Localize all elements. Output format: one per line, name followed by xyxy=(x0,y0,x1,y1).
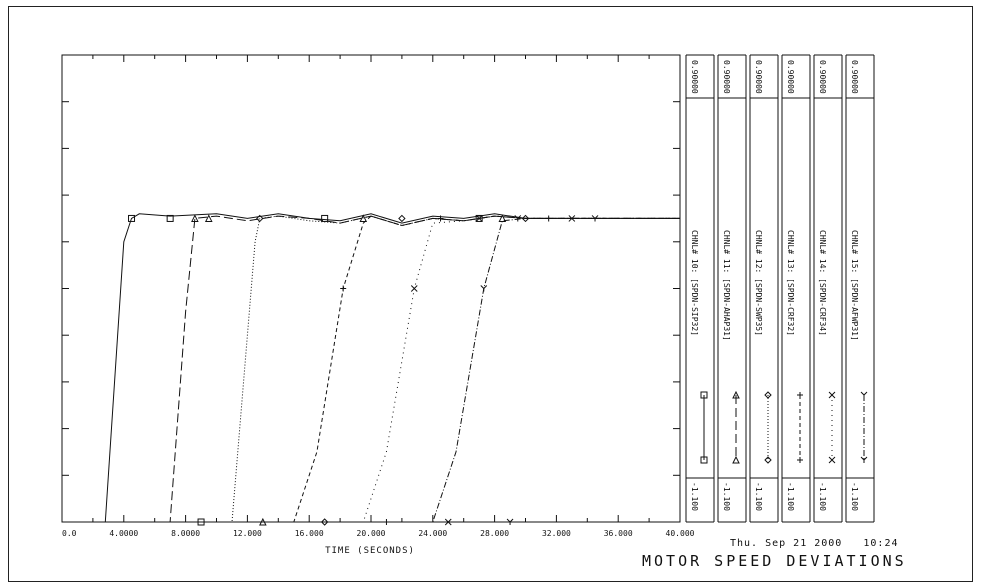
x-tick-label: 40.000 xyxy=(666,529,695,538)
channel-panel-12: 0.90000 -1.100 CHNL# 12: [SPDN-SWP35] xyxy=(749,54,779,523)
channel-name: CHNL# 14: [SPDN-CRF34] xyxy=(818,230,827,336)
channel-name: CHNL# 11: [SPDN-AHAP31] xyxy=(722,230,731,341)
x-tick-label: 20.000 xyxy=(357,529,386,538)
series-line xyxy=(62,217,680,523)
x-axis-title: TIME (SECONDS) xyxy=(325,546,415,556)
series-marker xyxy=(437,215,444,222)
series-14 xyxy=(62,215,680,526)
series-marker xyxy=(204,214,213,222)
legend-marker xyxy=(797,457,803,463)
channel-min-label: -1.100 xyxy=(850,482,859,511)
series-marker xyxy=(359,214,368,222)
series-13 xyxy=(62,215,680,525)
channel-name: CHNL# 10: [SPDN-SIP32] xyxy=(690,230,699,336)
channel-name: CHNL# 12: [SPDN-SWP35] xyxy=(754,230,763,336)
series-marker xyxy=(506,518,514,525)
series-marker xyxy=(166,214,174,222)
series-line xyxy=(62,215,680,523)
channel-max-label: 0.90000 xyxy=(850,60,859,94)
legend-marker xyxy=(700,391,708,399)
channel-min-label: -1.100 xyxy=(818,482,827,511)
legend-marker xyxy=(797,392,803,398)
legend-marker xyxy=(700,456,708,464)
series-10 xyxy=(62,213,680,526)
legend-marker xyxy=(732,390,740,399)
legend-marker xyxy=(764,456,772,464)
series-line xyxy=(62,215,680,523)
series-marker xyxy=(591,215,599,222)
channel-min-label: -1.100 xyxy=(722,482,731,511)
channel-min-label: -1.100 xyxy=(690,482,699,511)
channel-min-label: -1.100 xyxy=(754,482,763,511)
plot-border xyxy=(61,54,681,523)
series-marker xyxy=(398,214,406,223)
chart-title: MOTOR SPEED DEVIATIONS xyxy=(642,552,907,570)
x-tick-label: 12.000 xyxy=(233,529,262,538)
channel-name: CHNL# 13: [SPDN-CRF32] xyxy=(786,230,795,336)
channel-max-label: 0.90000 xyxy=(754,60,763,94)
channel-panel-14: 0.90000 -1.100 CHNL# 14: [SPDN-CRF34] xyxy=(813,54,843,523)
channel-max-label: 0.90000 xyxy=(786,60,795,94)
channel-min-label: -1.100 xyxy=(786,482,795,511)
x-tick-label: 24.000 xyxy=(418,529,447,538)
series-11 xyxy=(62,214,680,526)
series-marker xyxy=(475,215,483,222)
series-marker xyxy=(128,214,136,222)
series-marker xyxy=(191,214,199,222)
x-tick-label: 16.000 xyxy=(295,529,324,538)
channel-panel-13: 0.90000 -1.100 CHNL# 13: [SPDN-CRF32] xyxy=(781,54,811,523)
x-tick-label: 28.000 xyxy=(480,529,509,538)
x-tick-label: 8.0000 xyxy=(171,529,200,538)
legend-marker xyxy=(764,391,772,399)
legend-marker xyxy=(860,391,868,398)
x-tick-label: 4.0000 xyxy=(109,529,138,538)
series-marker xyxy=(514,215,522,222)
channel-name: CHNL# 15: [SPDN-AFWP31] xyxy=(850,230,859,341)
channel-max-label: 0.90000 xyxy=(818,60,827,94)
legend-marker xyxy=(828,456,836,464)
legend-marker xyxy=(828,391,836,399)
plot-area: 0.0 4.0000 8.0000 12.000 16.000 20.000 24.000 2… xyxy=(61,54,695,538)
x-tick-label: 0.0 xyxy=(62,529,77,538)
series-line xyxy=(62,215,680,523)
channel-max-label: 0.90000 xyxy=(690,60,699,94)
x-tick-label: 32.000 xyxy=(542,529,571,538)
series-marker xyxy=(320,518,329,526)
series-marker xyxy=(410,285,418,292)
timestamp: Thu. Sep 21 2000 10:24 xyxy=(730,538,899,549)
series-15 xyxy=(62,215,680,525)
legend-marker xyxy=(860,456,868,463)
channel-panel-15: 0.90000 -1.100 CHNL# 15: [SPDN-AFWP31] xyxy=(845,54,875,523)
series-line xyxy=(62,213,680,523)
series-line xyxy=(62,215,680,523)
series-marker xyxy=(480,285,488,292)
channel-panel-11: 0.90000 -1.100 CHNL# 11: [SPDN-AHAP31] xyxy=(717,54,747,523)
channel-panel-10: 0.90000 -1.100 CHNL# 10: [SPDN-SIP32] xyxy=(685,54,715,523)
series-marker xyxy=(256,214,264,223)
series-marker xyxy=(340,285,347,292)
channel-max-label: 0.90000 xyxy=(722,60,731,94)
legend-marker xyxy=(732,455,740,464)
x-tick-label: 36.000 xyxy=(604,529,633,538)
series-marker xyxy=(521,214,530,223)
series-marker xyxy=(444,518,452,526)
series-12 xyxy=(62,214,680,526)
plot-frame xyxy=(8,6,973,582)
